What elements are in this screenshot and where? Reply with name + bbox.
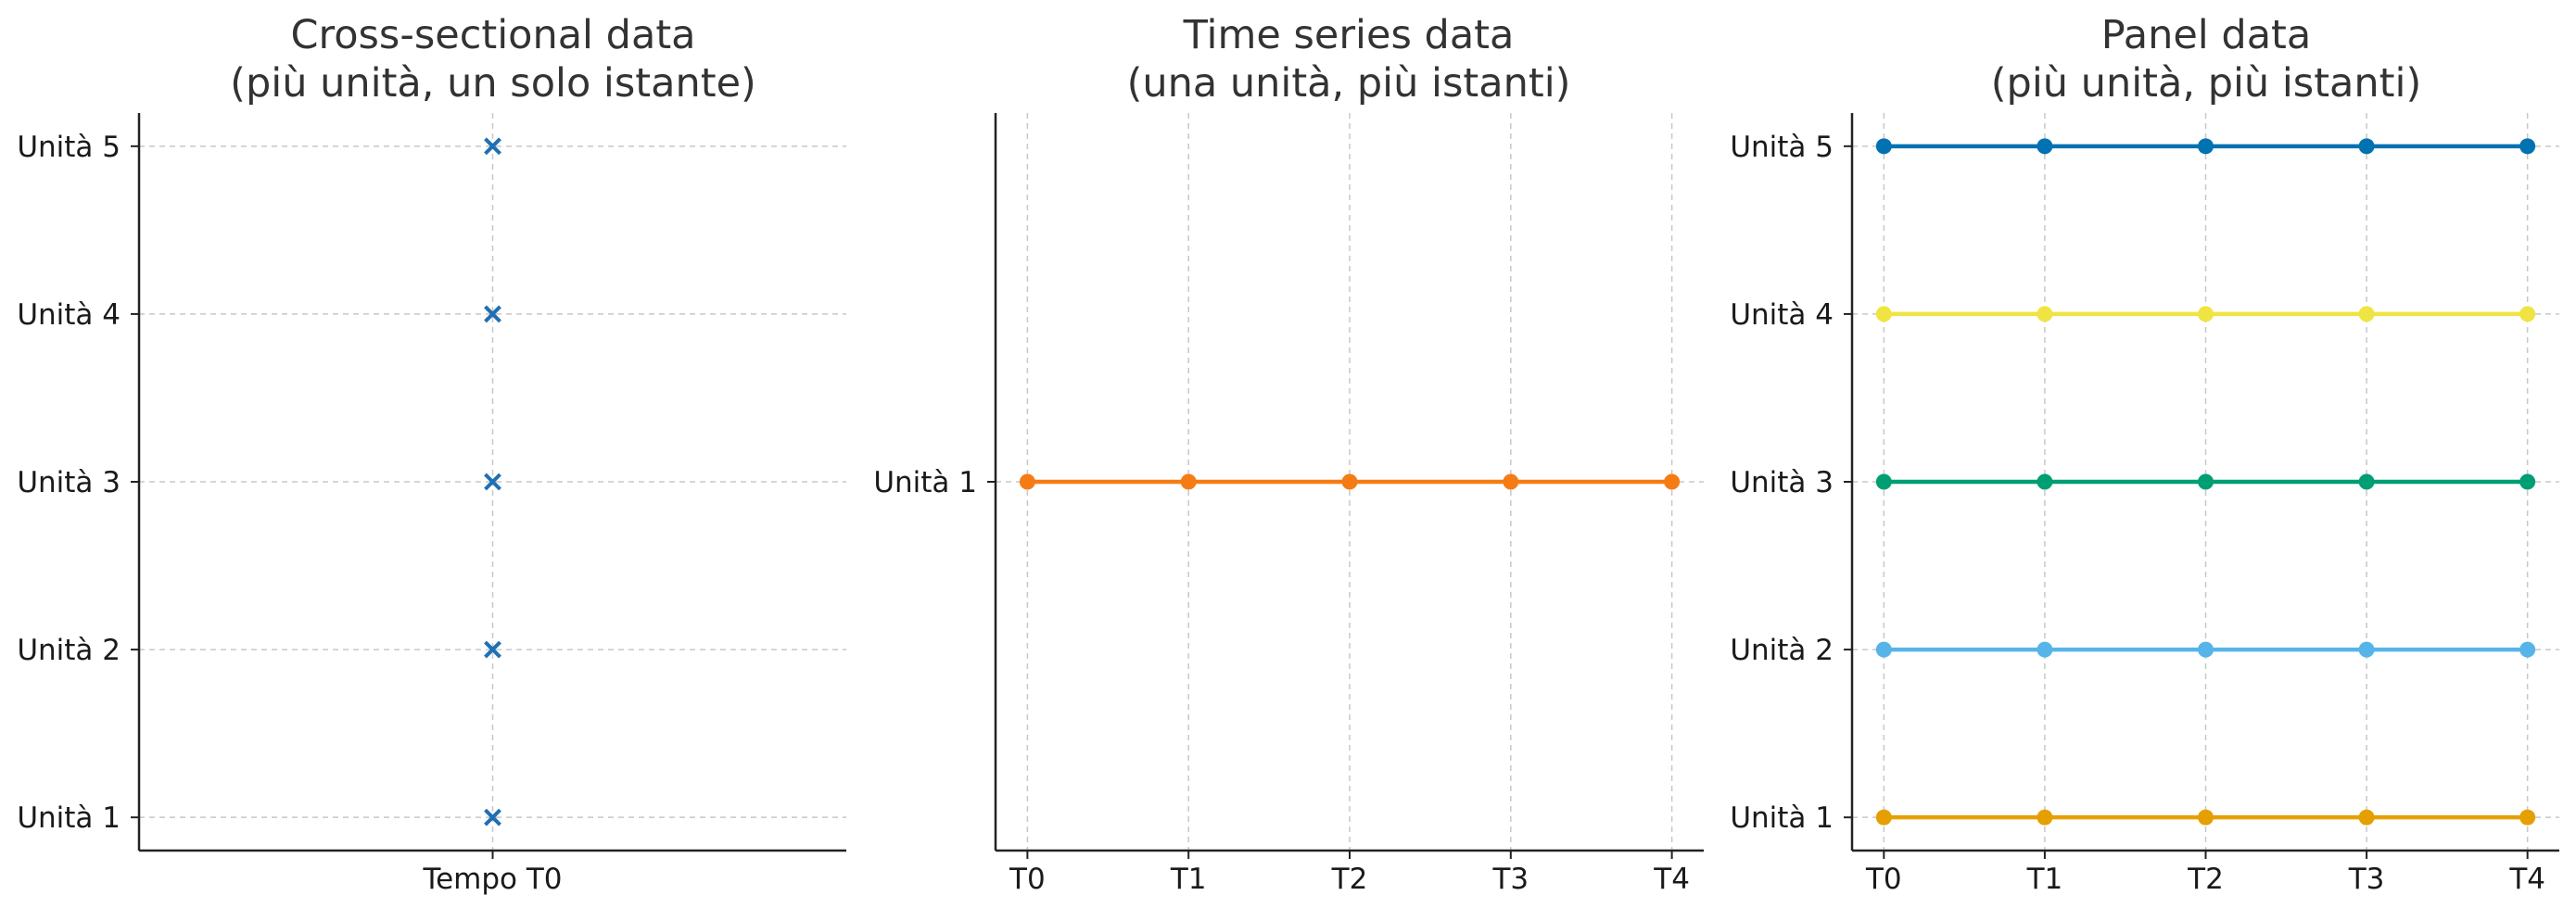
data-point (2358, 473, 2375, 490)
data-point (2037, 306, 2053, 322)
x-tick-label: T4 (1653, 863, 1690, 896)
data-point (2519, 306, 2536, 322)
data-point (1019, 473, 1035, 490)
data-point (2358, 306, 2375, 322)
data-point (2037, 138, 2053, 155)
data-point (2037, 473, 2053, 490)
data-point (2358, 641, 2375, 658)
y-tick-label: Unità 4 (1730, 298, 1834, 332)
data-point (2198, 473, 2214, 490)
data-point (484, 808, 501, 826)
x-tick-label: T1 (2026, 863, 2063, 896)
y-tick-label: Unità 4 (17, 298, 121, 332)
marker-stroke (484, 473, 501, 491)
y-tick-label: Unità 3 (17, 466, 121, 499)
data-point (1875, 138, 1892, 155)
data-point (1875, 641, 1892, 658)
data-point (2358, 809, 2375, 826)
y-tick-label: Unità 2 (17, 634, 121, 667)
x-tick-label: T2 (1331, 863, 1368, 896)
panel-3: Panel data(più unità, più istanti) T0 T1 T2… (1730, 12, 2559, 896)
panel-1: Cross-sectional data(più unità, un solo … (17, 12, 846, 896)
x-tick-label: T4 (2508, 863, 2545, 896)
data-point (484, 640, 501, 659)
data-point (484, 305, 501, 323)
data-point (2037, 641, 2053, 658)
x-tick-label: T0 (1865, 863, 1902, 896)
data-point (1341, 473, 1358, 490)
data-point (2198, 641, 2214, 658)
data-point (484, 137, 501, 156)
data-point (1875, 306, 1892, 322)
y-tick-label: Unità 3 (1730, 466, 1834, 499)
chart-title-line1: Panel data (2101, 12, 2312, 58)
marker-stroke (484, 137, 501, 156)
y-tick-label: Unità 1 (17, 801, 121, 835)
data-point (2037, 809, 2053, 826)
chart-title-line2: (più unità, un solo istante) (230, 60, 756, 107)
x-tick-label: T0 (1009, 863, 1046, 896)
x-tick-label: Tempo T0 (422, 863, 562, 896)
chart-title-line2: (più unità, più istanti) (1991, 60, 2422, 107)
data-point (1503, 473, 1519, 490)
marker-stroke (484, 305, 501, 323)
marker-stroke (484, 640, 501, 659)
x-tick-label: T3 (2348, 863, 2385, 896)
chart-title-line1: Cross-sectional data (290, 12, 695, 58)
data-point (1664, 473, 1681, 490)
chart-title-line2: (una unità, più istanti) (1127, 60, 1571, 107)
marker-stroke (484, 808, 501, 826)
x-tick-label: T2 (2187, 863, 2224, 896)
data-point (2198, 809, 2214, 826)
data-point (1875, 809, 1892, 826)
data-point (2198, 138, 2214, 155)
data-point (2519, 138, 2536, 155)
y-tick-label: Unità 5 (1730, 131, 1834, 164)
data-point (2519, 809, 2536, 826)
data-point (2358, 138, 2375, 155)
x-tick-label: T1 (1170, 863, 1207, 896)
y-tick-label: Unità 2 (1730, 634, 1834, 667)
chart-title-line1: Time series data (1183, 12, 1515, 58)
data-point (1180, 473, 1197, 490)
data-point (2198, 306, 2214, 322)
y-tick-label: Unità 1 (1730, 801, 1834, 835)
data-point (1875, 473, 1892, 490)
data-point (2519, 473, 2536, 490)
y-tick-label: Unità 5 (17, 131, 121, 164)
data-point (484, 473, 501, 491)
panel-2: Time series data(una unità, più istanti)… (873, 12, 1704, 896)
y-tick-label: Unità 1 (873, 466, 977, 499)
data-point (2519, 641, 2536, 658)
x-tick-label: T3 (1491, 863, 1529, 896)
